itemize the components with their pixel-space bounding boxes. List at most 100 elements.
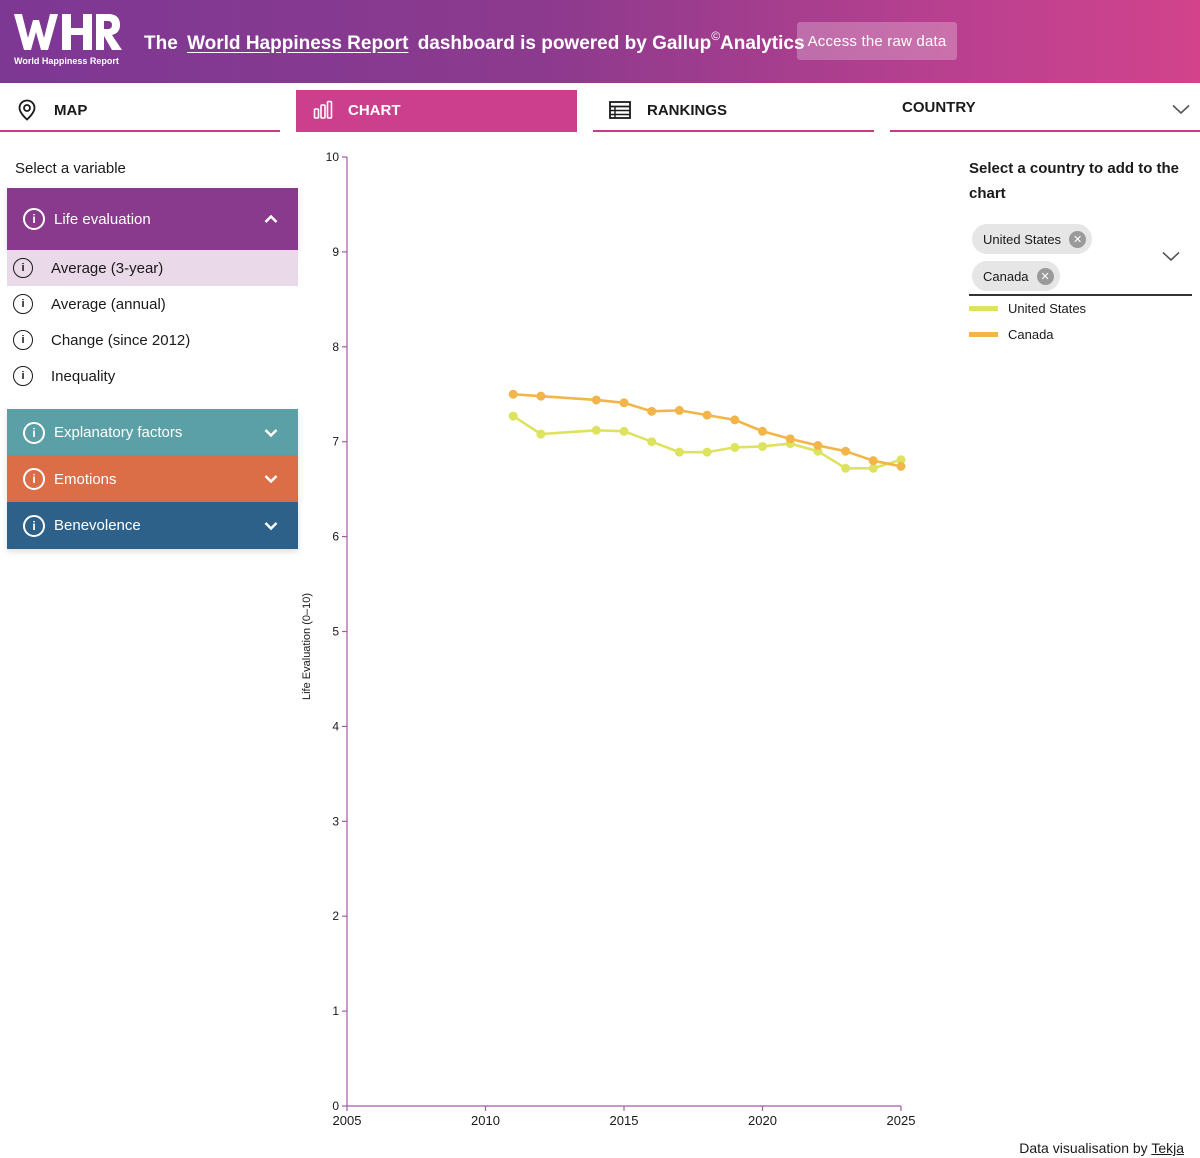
tab-chart-label: CHART [348,101,401,119]
info-icon[interactable]: i [13,294,33,314]
tab-map[interactable]: MAP [0,90,280,132]
whr-logo[interactable]: World Happiness Report [14,12,124,70]
series-line-united-states [512,414,902,470]
country-dropdown-label: COUNTRY [902,99,976,116]
legend-label: Canada [1008,327,1054,342]
access-raw-data-button[interactable]: Access the raw data [797,22,957,60]
x-tick-label: 2020 [748,1113,777,1128]
data-point [896,461,906,471]
variable-label: Change (since 2012) [51,331,191,349]
variable-inequality[interactable]: i Inequality [7,358,298,394]
data-point [702,410,712,420]
line-chart-svg: 0 1 2 3 4 5 6 7 8 9 10 2005 2010 2015 2020 2025 Life Eva… [301,150,916,1128]
variable-label: Average (annual) [51,295,166,313]
data-point [674,447,684,457]
y-tick-label: 9 [332,245,339,259]
x-tick-label: 2025 [887,1113,916,1128]
data-point [536,429,546,439]
accordion-life-evaluation-label: Life evaluation [54,210,151,228]
variable-label: Inequality [51,367,116,385]
headline-middle: dashboard is powered by Gallup [417,33,712,54]
chip-label: United States [983,231,1062,247]
y-tick-label: 6 [332,530,339,544]
chevron-down-icon [1172,102,1190,119]
info-icon[interactable]: i [13,330,33,350]
y-tick-label: 4 [332,719,339,733]
whr-logo-icon [14,14,122,50]
info-icon[interactable]: i [13,258,33,278]
chip-label: Canada [983,268,1029,284]
chevron-down-icon [264,517,278,534]
data-point [730,442,740,452]
data-point [619,398,629,408]
accordion-explanatory-factors[interactable]: i Explanatory factors [7,409,298,456]
accordion-benevolence[interactable]: i Benevolence [7,502,298,549]
chevron-up-icon [264,211,278,228]
data-point [868,456,878,466]
y-tick-label: 2 [332,909,339,923]
data-point [536,391,546,401]
chevron-down-icon [264,424,278,441]
footer-credit: Data visualisation by Tekja [1019,1140,1184,1156]
x-tick-label: 2005 [333,1113,362,1128]
info-icon[interactable]: i [13,366,33,386]
data-point [841,446,851,456]
x-tick-label: 2010 [471,1113,500,1128]
country-chip-canada: Canada ✕ [972,261,1060,291]
country-dropdown[interactable]: COUNTRY [890,90,1200,132]
header-bar: World Happiness Report The World Happine… [0,0,1200,83]
info-icon[interactable]: i [23,208,45,230]
data-point [758,441,767,451]
y-tick-label: 0 [332,1099,339,1113]
line-chart: 0 1 2 3 4 5 6 7 8 9 10 2005 2010 2015 2020 2025 Life Eva… [296,140,956,1140]
whr-link[interactable]: World Happiness Report [187,33,409,54]
legend-item-canada: Canada [969,327,1054,342]
map-pin-icon [16,99,38,121]
tab-rankings[interactable]: RANKINGS [593,90,874,132]
data-point [758,426,767,436]
accordion-emotions-label: Emotions [54,470,117,488]
country-select-underline [969,294,1192,296]
headline-prefix: The [144,33,178,54]
y-axis-label: Life Evaluation (0–10) [301,593,313,700]
info-icon[interactable]: i [23,514,45,537]
tab-chart[interactable]: CHART [296,90,577,132]
data-point [591,425,601,435]
tab-rankings-label: RANKINGS [647,101,728,119]
headline-suffix: Analytics [720,33,805,54]
accordion-emotions[interactable]: i Emotions [7,456,298,502]
data-point [647,437,657,447]
country-select-prompt: Select a country to add to the chart [969,160,1180,202]
info-icon[interactable]: i [23,421,45,444]
remove-chip-icon[interactable]: ✕ [1036,267,1054,285]
data-point [896,455,906,465]
legend-swatch [969,332,998,337]
tab-map-label: MAP [54,101,88,119]
y-tick-label: 5 [332,625,339,639]
y-tick-label: 7 [332,435,339,449]
data-point [730,415,740,425]
headline-copyright: © [711,29,721,43]
logo-caption: World Happiness Report [14,56,119,66]
accordion-life-evaluation[interactable]: i Life evaluation [7,188,298,250]
variable-change-since-2012[interactable]: i Change (since 2012) [7,322,298,358]
y-tick-label: 10 [326,150,340,164]
data-point [702,447,712,457]
data-point [868,463,878,473]
variable-average-annual[interactable]: i Average (annual) [7,286,298,322]
bar-chart-icon [312,99,334,121]
data-point [508,411,518,421]
accordion-explanatory-factors-label: Explanatory factors [54,424,183,441]
variable-average-3-year[interactable]: i Average (3-year) [7,250,298,286]
data-point [674,405,684,415]
y-tick-label: 8 [332,340,339,354]
data-point [841,463,851,473]
legend-item-united-states: United States [969,301,1086,316]
variable-label: Average (3-year) [51,259,164,277]
country-select-chevron-icon[interactable] [1162,249,1180,267]
legend-label: United States [1008,301,1087,316]
remove-chip-icon[interactable]: ✕ [1069,230,1087,248]
info-icon[interactable]: i [23,468,45,490]
y-tick-label: 3 [332,814,339,828]
tekja-link[interactable]: Tekja [1151,1140,1184,1156]
